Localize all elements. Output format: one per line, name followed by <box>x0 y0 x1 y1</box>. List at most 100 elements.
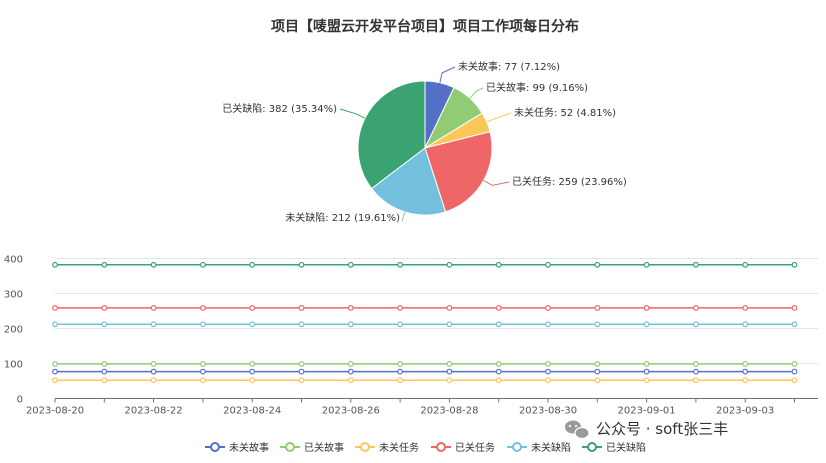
data-point[interactable] <box>594 305 601 311</box>
data-point[interactable] <box>150 361 157 367</box>
data-point[interactable] <box>791 361 798 367</box>
data-point[interactable] <box>643 321 650 328</box>
data-point[interactable] <box>298 321 305 328</box>
data-point[interactable] <box>298 368 305 375</box>
data-point[interactable] <box>495 377 502 384</box>
data-point[interactable] <box>52 361 58 367</box>
data-point[interactable] <box>742 305 749 311</box>
data-point[interactable] <box>52 305 58 311</box>
data-point[interactable] <box>791 368 798 375</box>
data-point[interactable] <box>693 368 699 375</box>
data-point[interactable] <box>742 361 749 367</box>
data-point[interactable] <box>150 377 157 384</box>
data-point[interactable] <box>249 261 256 268</box>
data-point[interactable] <box>52 321 58 328</box>
data-point[interactable] <box>594 361 601 367</box>
data-point[interactable] <box>643 261 650 268</box>
data-point[interactable] <box>495 368 502 375</box>
legend-item[interactable]: 已关缺陷 <box>582 441 646 454</box>
data-point[interactable] <box>545 305 551 311</box>
data-point[interactable] <box>101 261 108 268</box>
data-point[interactable] <box>594 377 601 384</box>
data-point[interactable] <box>298 377 305 384</box>
data-point[interactable] <box>101 377 108 384</box>
data-point[interactable] <box>199 361 206 367</box>
data-point[interactable] <box>791 261 798 268</box>
data-point[interactable] <box>397 305 404 311</box>
data-point[interactable] <box>545 261 551 268</box>
pie-slice[interactable] <box>370 147 447 216</box>
data-point[interactable] <box>347 368 354 375</box>
data-point[interactable] <box>397 321 404 328</box>
data-point[interactable] <box>347 261 354 268</box>
data-point[interactable] <box>643 368 650 375</box>
data-point[interactable] <box>545 361 551 367</box>
data-point[interactable] <box>199 321 206 328</box>
data-point[interactable] <box>495 305 502 311</box>
data-point[interactable] <box>594 261 601 268</box>
legend-item[interactable]: 已关任务 <box>431 441 495 454</box>
data-point[interactable] <box>199 377 206 384</box>
data-point[interactable] <box>594 321 601 328</box>
data-point[interactable] <box>150 305 157 311</box>
data-point[interactable] <box>742 321 749 328</box>
data-point[interactable] <box>643 377 650 384</box>
data-point[interactable] <box>397 361 404 367</box>
data-point[interactable] <box>446 305 453 311</box>
data-point[interactable] <box>742 377 749 384</box>
data-point[interactable] <box>791 377 798 384</box>
legend-item[interactable]: 未关任务 <box>355 441 419 454</box>
data-point[interactable] <box>397 377 404 384</box>
data-point[interactable] <box>249 305 256 311</box>
data-point[interactable] <box>347 361 354 367</box>
data-point[interactable] <box>101 361 108 367</box>
data-point[interactable] <box>693 377 699 384</box>
data-point[interactable] <box>249 321 256 328</box>
data-point[interactable] <box>495 361 502 367</box>
data-point[interactable] <box>150 321 157 328</box>
data-point[interactable] <box>150 368 157 375</box>
data-point[interactable] <box>101 321 108 328</box>
data-point[interactable] <box>742 368 749 375</box>
data-point[interactable] <box>199 261 206 268</box>
legend-item[interactable]: 已关故事 <box>280 441 344 454</box>
data-point[interactable] <box>545 377 551 384</box>
data-point[interactable] <box>397 261 404 268</box>
data-point[interactable] <box>52 368 58 375</box>
data-point[interactable] <box>791 305 798 311</box>
data-point[interactable] <box>298 261 305 268</box>
data-point[interactable] <box>742 261 749 268</box>
data-point[interactable] <box>446 377 453 384</box>
data-point[interactable] <box>101 368 108 375</box>
data-point[interactable] <box>446 321 453 328</box>
data-point[interactable] <box>397 368 404 375</box>
data-point[interactable] <box>101 305 108 311</box>
data-point[interactable] <box>446 368 453 375</box>
data-point[interactable] <box>249 361 256 367</box>
data-point[interactable] <box>643 305 650 311</box>
data-point[interactable] <box>298 305 305 311</box>
data-point[interactable] <box>199 368 206 375</box>
data-point[interactable] <box>199 305 206 311</box>
data-point[interactable] <box>545 321 551 328</box>
data-point[interactable] <box>52 261 58 268</box>
data-point[interactable] <box>693 261 699 268</box>
legend-item[interactable]: 未关缺陷 <box>507 441 571 454</box>
data-point[interactable] <box>347 305 354 311</box>
data-point[interactable] <box>446 261 453 268</box>
data-point[interactable] <box>693 361 699 367</box>
data-point[interactable] <box>150 261 157 268</box>
data-point[interactable] <box>594 368 601 375</box>
data-point[interactable] <box>693 305 699 311</box>
data-point[interactable] <box>495 321 502 328</box>
legend-item[interactable]: 未关故事 <box>205 441 269 454</box>
data-point[interactable] <box>495 261 502 268</box>
data-point[interactable] <box>791 321 798 328</box>
data-point[interactable] <box>298 361 305 367</box>
data-point[interactable] <box>52 377 58 384</box>
data-point[interactable] <box>249 368 256 375</box>
data-point[interactable] <box>693 321 699 328</box>
data-point[interactable] <box>249 377 256 384</box>
data-point[interactable] <box>347 377 354 384</box>
data-point[interactable] <box>347 321 354 328</box>
